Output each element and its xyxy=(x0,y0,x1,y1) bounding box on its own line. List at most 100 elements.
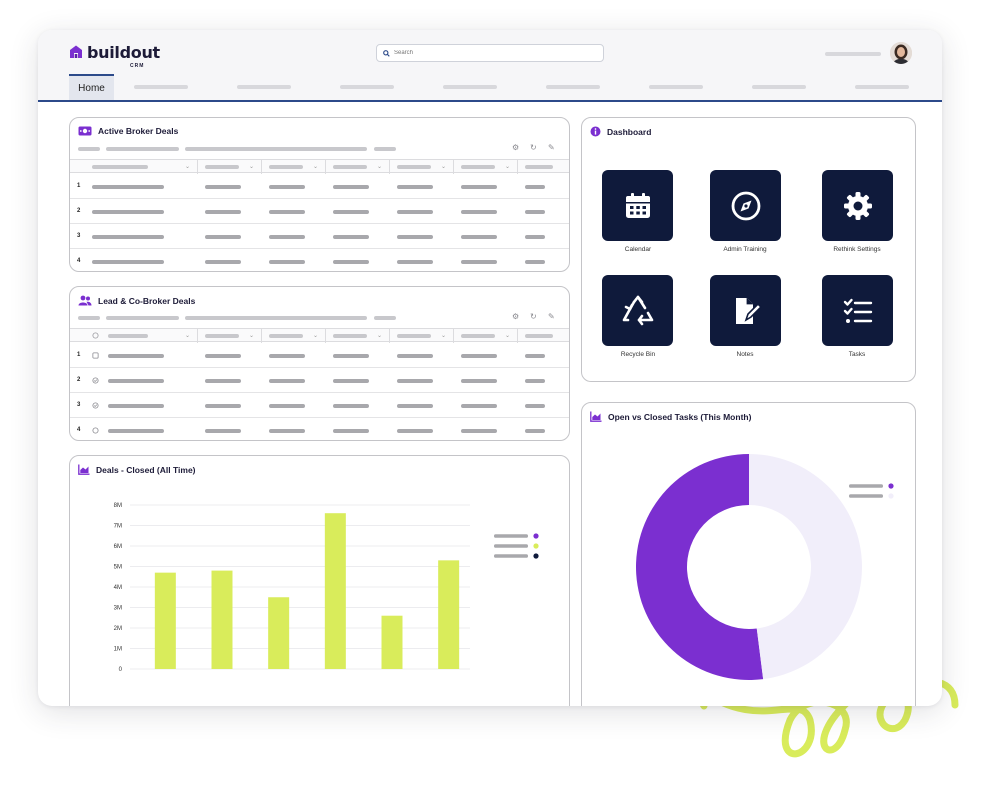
chevron-down-icon[interactable]: ⌄ xyxy=(313,164,319,170)
column-divider[interactable] xyxy=(197,160,198,174)
chevron-down-icon[interactable]: ⌄ xyxy=(377,164,383,170)
chevron-down-icon[interactable]: ⌄ xyxy=(249,333,255,339)
table-row[interactable]: 1 xyxy=(70,343,569,368)
table-row[interactable]: 4 xyxy=(70,249,569,271)
filter-placeholder[interactable] xyxy=(185,147,367,151)
table-row[interactable]: 3 xyxy=(70,393,569,418)
column-divider[interactable] xyxy=(517,160,518,174)
row-checkbox[interactable] xyxy=(92,352,99,359)
chevron-down-icon[interactable]: ⌄ xyxy=(249,164,255,170)
column-divider[interactable] xyxy=(325,329,326,343)
notes-tile[interactable] xyxy=(710,275,781,346)
tab-placeholder[interactable] xyxy=(134,85,188,89)
column-divider[interactable] xyxy=(453,160,454,174)
filter-placeholder[interactable] xyxy=(374,316,396,320)
recycle-icon xyxy=(622,295,653,325)
table-row[interactable]: 2 xyxy=(70,368,569,393)
column-header[interactable] xyxy=(269,334,303,338)
column-header[interactable] xyxy=(525,165,553,169)
column-divider[interactable] xyxy=(389,329,390,343)
edit-pencil-icon[interactable]: ✎ xyxy=(548,143,555,152)
tab-placeholder[interactable] xyxy=(443,85,497,89)
column-header[interactable] xyxy=(397,334,431,338)
chevron-down-icon[interactable]: ⌄ xyxy=(505,333,511,339)
column-divider[interactable] xyxy=(261,329,262,343)
cell-placeholder xyxy=(92,235,164,239)
chevron-down-icon[interactable]: ⌄ xyxy=(441,333,447,339)
tab-placeholder[interactable] xyxy=(340,85,394,89)
logo[interactable]: buildout CRM xyxy=(68,44,160,69)
panel-title: Lead & Co-Broker Deals xyxy=(98,295,196,306)
column-divider[interactable] xyxy=(261,160,262,174)
admin-training-tile[interactable] xyxy=(710,170,781,241)
search-box[interactable] xyxy=(376,44,604,62)
column-divider[interactable] xyxy=(197,329,198,343)
table-row[interactable]: 1 xyxy=(70,174,569,199)
filter-placeholder[interactable] xyxy=(78,147,100,151)
row-number: 1 xyxy=(77,352,81,358)
filter-placeholder[interactable] xyxy=(185,316,367,320)
filter-placeholder[interactable] xyxy=(78,316,100,320)
cell-placeholder xyxy=(108,404,164,408)
tab-placeholder[interactable] xyxy=(649,85,703,89)
tab-home[interactable]: Home xyxy=(69,74,114,100)
tab-placeholder[interactable] xyxy=(855,85,909,89)
tab-placeholder[interactable] xyxy=(752,85,806,89)
chevron-down-icon[interactable]: ⌄ xyxy=(441,164,447,170)
tasks-tile[interactable] xyxy=(822,275,893,346)
cell-placeholder xyxy=(205,354,241,358)
recycle-bin-tile[interactable] xyxy=(602,275,673,346)
y-tick-label: 8M xyxy=(114,503,122,509)
chevron-down-icon[interactable]: ⌄ xyxy=(505,164,511,170)
column-header[interactable] xyxy=(397,165,431,169)
column-header[interactable] xyxy=(108,334,148,338)
edit-pencil-icon[interactable]: ✎ xyxy=(548,312,555,321)
row-check-circle-icon[interactable] xyxy=(92,377,99,384)
column-header[interactable] xyxy=(205,165,239,169)
row-check-circle-icon[interactable] xyxy=(92,402,99,409)
filter-placeholder[interactable] xyxy=(106,316,179,320)
column-header[interactable] xyxy=(269,165,303,169)
row-number: 4 xyxy=(77,258,81,264)
select-all-checkbox[interactable] xyxy=(92,332,99,339)
table-row[interactable]: 2 xyxy=(70,199,569,224)
chevron-down-icon[interactable]: ⌄ xyxy=(313,333,319,339)
avatar[interactable] xyxy=(890,42,912,64)
chevron-down-icon[interactable]: ⌄ xyxy=(185,164,191,170)
filter-placeholder[interactable] xyxy=(106,147,179,151)
tab-placeholder[interactable] xyxy=(546,85,600,89)
chevron-down-icon[interactable]: ⌄ xyxy=(185,333,191,339)
dashboard-panel: Dashboard Calendar xyxy=(581,117,916,382)
calendar-tile[interactable] xyxy=(602,170,673,241)
column-divider[interactable] xyxy=(453,329,454,343)
column-divider[interactable] xyxy=(389,160,390,174)
table-row[interactable]: 4 xyxy=(70,418,569,440)
settings-gear-icon[interactable]: ⚙ xyxy=(512,143,520,152)
tab-placeholder[interactable] xyxy=(237,85,291,89)
cell-placeholder xyxy=(333,210,369,214)
cell-placeholder xyxy=(205,429,241,433)
column-header[interactable] xyxy=(205,334,239,338)
column-header[interactable] xyxy=(333,165,367,169)
refresh-icon[interactable]: ↻ xyxy=(530,143,537,152)
table-header-row: ⌄ ⌄ ⌄ ⌄ ⌄ ⌄ xyxy=(70,159,569,174)
tile-label-calendar: Calendar xyxy=(624,246,652,253)
column-divider[interactable] xyxy=(517,329,518,343)
column-header[interactable] xyxy=(92,165,148,169)
search-input[interactable] xyxy=(394,50,594,56)
column-header[interactable] xyxy=(461,165,495,169)
chevron-down-icon[interactable]: ⌄ xyxy=(377,333,383,339)
note-edit-icon xyxy=(735,297,762,324)
column-header[interactable] xyxy=(333,334,367,338)
table-row[interactable]: 3 xyxy=(70,224,569,249)
settings-gear-icon[interactable]: ⚙ xyxy=(512,312,520,321)
filter-placeholder[interactable] xyxy=(374,147,396,151)
rethink-settings-tile[interactable] xyxy=(822,170,893,241)
y-tick-label: 4M xyxy=(114,585,122,591)
panel-title: Deals - Closed (All Time) xyxy=(96,464,196,475)
column-divider[interactable] xyxy=(325,160,326,174)
column-header[interactable] xyxy=(461,334,495,338)
row-radio-icon[interactable] xyxy=(92,427,99,434)
refresh-icon[interactable]: ↻ xyxy=(530,312,537,321)
column-header[interactable] xyxy=(525,334,553,338)
